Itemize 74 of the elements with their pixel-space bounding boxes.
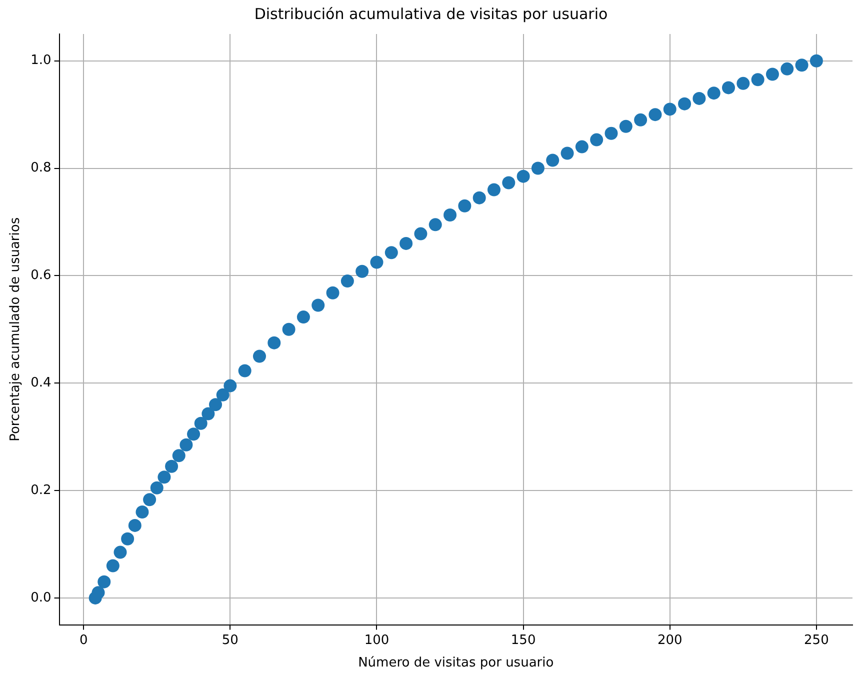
point [663, 102, 676, 116]
x-axis-title: Número de visitas por usuario [358, 656, 554, 671]
x-tick-label: 100 [364, 632, 390, 648]
point [780, 62, 794, 76]
point [444, 208, 457, 222]
y-tick-label: 0.0 [30, 590, 52, 606]
point [502, 176, 516, 190]
point [487, 183, 500, 196]
point [98, 575, 111, 588]
point [238, 364, 252, 378]
x-tick-label: 250 [804, 632, 829, 648]
point [458, 199, 472, 212]
point [428, 218, 442, 232]
point [722, 81, 736, 94]
point [340, 274, 354, 288]
point [209, 398, 222, 412]
point [121, 532, 134, 546]
point [158, 470, 171, 484]
point [678, 97, 692, 110]
point [472, 191, 486, 204]
point [128, 518, 142, 532]
point [400, 236, 413, 250]
point [531, 162, 544, 175]
point [619, 120, 632, 133]
x-tick-label: 200 [657, 632, 682, 648]
point [92, 586, 105, 600]
point [202, 407, 215, 420]
point [312, 298, 325, 312]
x-tick-label: 50 [222, 632, 238, 648]
point [180, 438, 193, 452]
point [384, 246, 398, 260]
point [165, 460, 178, 473]
point [136, 506, 149, 519]
point [296, 310, 310, 324]
point [370, 256, 384, 269]
chart-title: Distribución acumulativa de visitas por usuario [254, 4, 608, 23]
point [766, 68, 779, 81]
point [106, 559, 120, 572]
point [707, 86, 720, 100]
y-tick-label: 0.8 [30, 160, 52, 176]
y-tick-label: 0.2 [30, 482, 52, 498]
point [194, 416, 208, 430]
point [216, 388, 230, 402]
point [224, 379, 237, 392]
point [414, 227, 428, 240]
y-tick-label: 0.4 [30, 375, 52, 390]
point [150, 481, 164, 494]
point [751, 73, 764, 86]
point [172, 449, 186, 462]
point [114, 546, 127, 559]
point [604, 126, 618, 140]
point [268, 336, 281, 350]
point [634, 113, 648, 126]
y-tick-label: 0.6 [30, 268, 52, 284]
point [692, 92, 706, 105]
point [736, 76, 750, 90]
point [795, 58, 808, 72]
point [252, 350, 266, 363]
point [546, 154, 560, 167]
point [648, 108, 662, 122]
x-tick-label: 0 [79, 632, 88, 648]
point [560, 146, 574, 160]
point [590, 133, 604, 146]
point [326, 286, 340, 300]
point [187, 428, 200, 441]
y-tick-label: 1.0 [30, 53, 52, 68]
y-axis-title: Porcentaje acumulado de usuarios [8, 217, 24, 442]
point [516, 170, 530, 183]
point [143, 493, 156, 506]
x-tick-label: 150 [510, 632, 536, 648]
point [282, 322, 296, 336]
point [575, 140, 588, 154]
point [356, 264, 369, 278]
point [810, 54, 823, 68]
